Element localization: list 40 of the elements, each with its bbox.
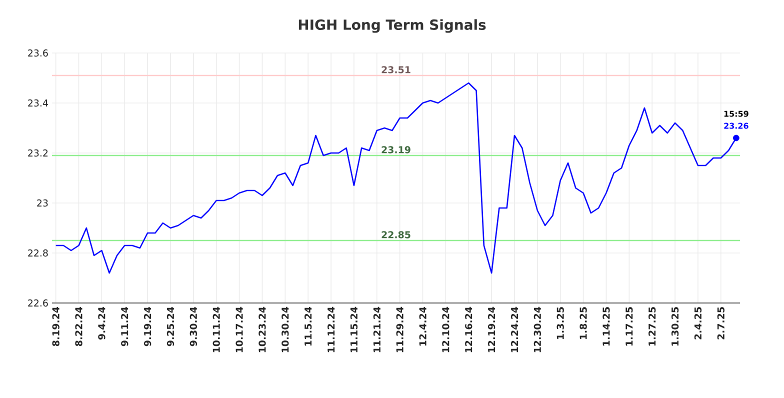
x-tick-label: 12.19.24 [488, 306, 496, 352]
chart-title: HIGH Long Term Signals [298, 19, 486, 33]
x-tick-label: 12.10.24 [442, 306, 450, 352]
x-tick-label: 9.4.24 [98, 306, 106, 340]
x-tick-label: 8.19.24 [52, 306, 60, 346]
x-tick-label: 10.11.24 [212, 306, 220, 352]
x-tick-label: 9.19.24 [144, 306, 152, 346]
x-tick-label: 12.24.24 [510, 306, 518, 352]
y-tick-label: 22.8 [28, 249, 48, 257]
x-tick-label: 9.25.24 [166, 306, 174, 346]
x-tick-label: 11.29.24 [396, 306, 404, 352]
x-tick-label: 1.30.25 [671, 307, 679, 346]
x-tick-label: 11.21.24 [373, 306, 380, 352]
x-tick-label: 11.12.24 [328, 306, 335, 352]
x-tick-label: 11.15.24 [350, 306, 358, 352]
y-tick-label: 23.4 [28, 99, 48, 107]
x-tick-label: 10.17.24 [236, 306, 243, 352]
x-tick-label: 8.22.24 [75, 306, 82, 346]
x-tick-label: 9.30.24 [190, 306, 198, 346]
x-tick-label: 1.3.25 [556, 307, 564, 339]
ref-line-label: 23.19 [382, 146, 410, 154]
x-tick-label: 1.17.25 [626, 307, 633, 346]
x-tick-label: 2.4.25 [694, 307, 702, 340]
x-tick-label: 10.30.24 [282, 306, 289, 352]
ref-line-label: 23.51 [382, 66, 410, 74]
x-tick-label: 2.7.25 [717, 307, 724, 340]
x-tick-label: 12.30.24 [534, 306, 542, 352]
x-tick-label: 9.11.24 [121, 306, 128, 346]
x-tick-label: 11.5.24 [304, 306, 312, 346]
y-tick-label: 22.6 [28, 299, 48, 307]
x-tick-label: 1.8.25 [580, 307, 587, 339]
x-tick-label: 12.4.24 [419, 306, 426, 346]
x-tick-label: 12.16.24 [465, 306, 472, 352]
y-tick-label: 23.2 [28, 149, 48, 157]
ref-line-label: 22.85 [382, 231, 410, 238]
y-tick-label: 23.6 [28, 49, 48, 57]
y-tick-label: 23 [37, 199, 48, 207]
x-tick-label: 1.27.25 [648, 307, 656, 346]
x-tick-label: 10.23.24 [258, 306, 266, 352]
x-tick-label: 1.14.25 [602, 307, 610, 346]
